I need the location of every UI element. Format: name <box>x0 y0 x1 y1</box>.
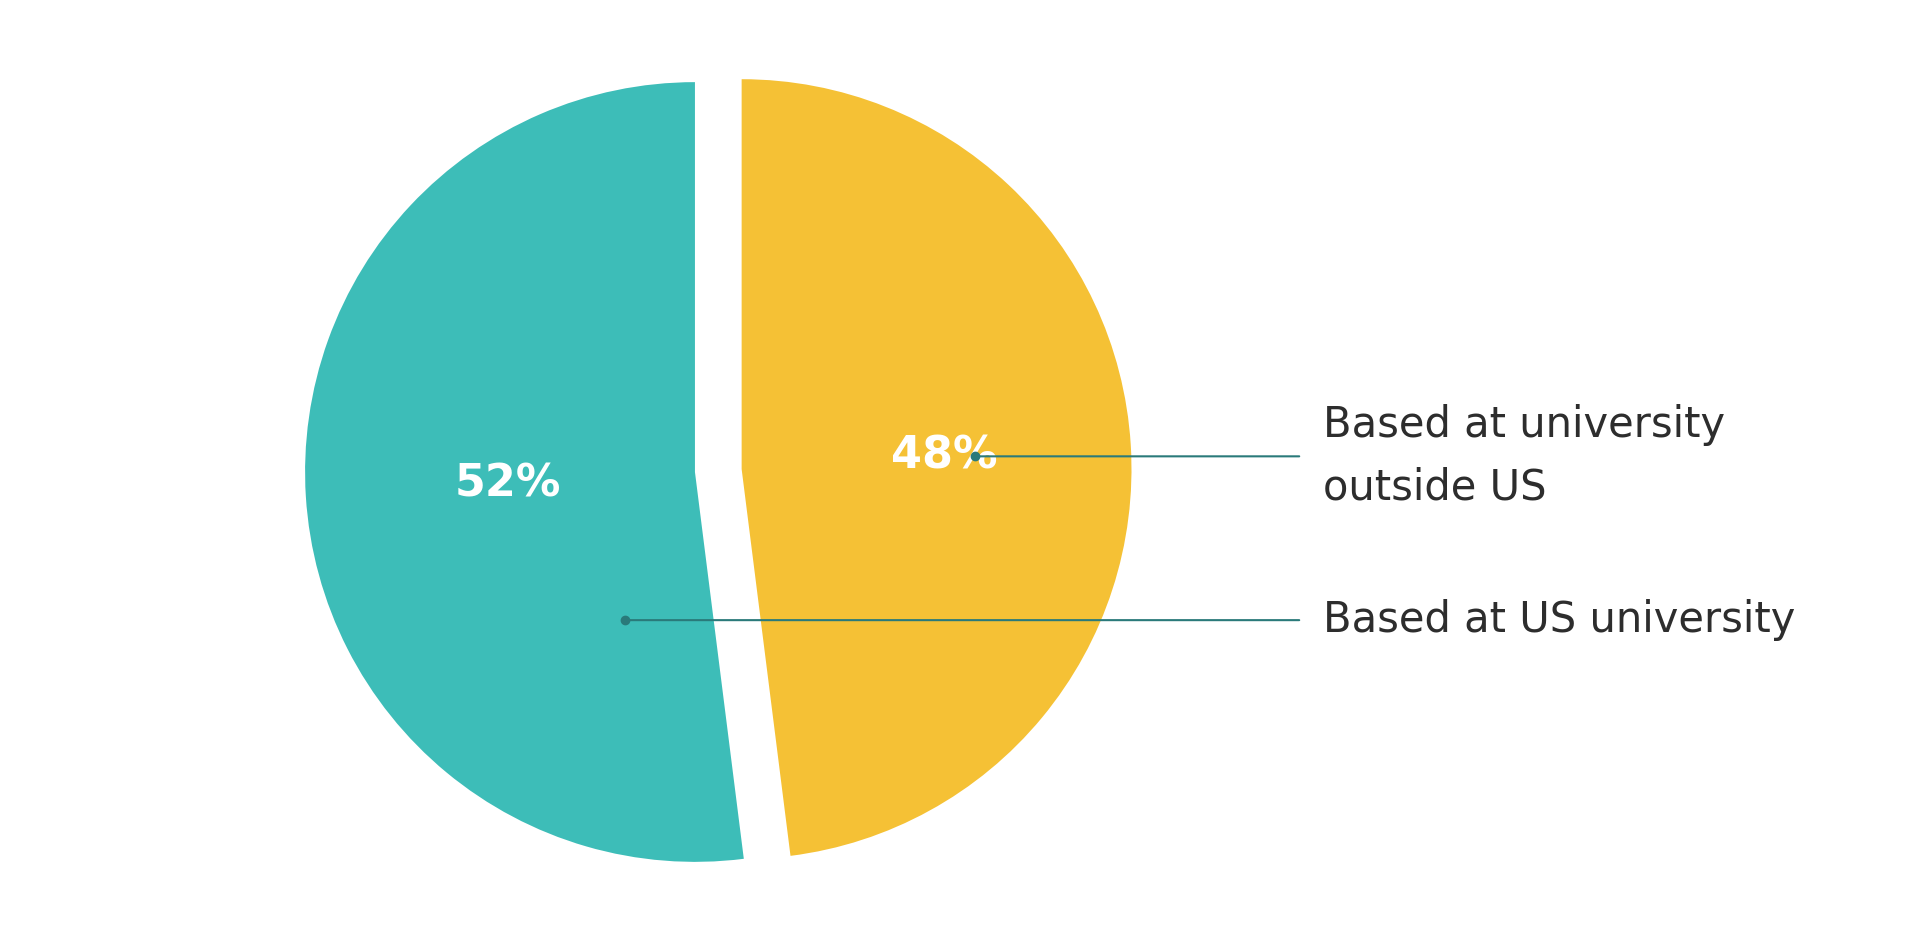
Wedge shape <box>742 79 1131 856</box>
Wedge shape <box>305 82 744 862</box>
Text: 52%: 52% <box>454 463 562 505</box>
Text: 48%: 48% <box>891 435 997 478</box>
Text: Based at US university: Based at US university <box>1323 599 1794 641</box>
Text: Based at university
outside US: Based at university outside US <box>1323 404 1725 508</box>
